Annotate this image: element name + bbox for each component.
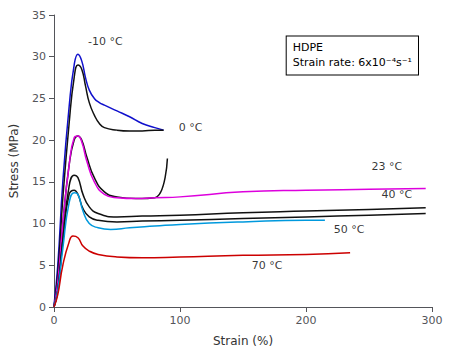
svg-text:15: 15 [32,175,46,188]
svg-text:300: 300 [422,314,443,327]
svg-text:40 °C: 40 °C [381,187,413,201]
svg-text:25: 25 [32,92,46,105]
svg-text:Strain (%): Strain (%) [213,334,273,348]
svg-text:30: 30 [32,50,46,63]
svg-text:0: 0 [39,301,46,314]
svg-text:200: 200 [296,314,317,327]
svg-text:Stress (MPa): Stress (MPa) [7,124,21,198]
svg-text:23 °C: 23 °C [372,160,403,173]
svg-text:HDPE: HDPE [293,41,323,54]
svg-text:50 °C: 50 °C [334,223,365,236]
svg-text:10: 10 [32,217,46,230]
svg-text:0: 0 [51,314,58,327]
svg-text:35: 35 [32,9,46,22]
svg-text:100: 100 [170,314,191,327]
svg-text:Strain rate: 6x10⁻⁴s⁻¹: Strain rate: 6x10⁻⁴s⁻¹ [293,56,412,69]
svg-text:-10 °C: -10 °C [88,35,123,48]
svg-text:70 °C: 70 °C [252,259,283,272]
svg-text:0 °C: 0 °C [179,121,203,134]
svg-text:20: 20 [32,134,46,147]
svg-text:5: 5 [39,259,46,272]
